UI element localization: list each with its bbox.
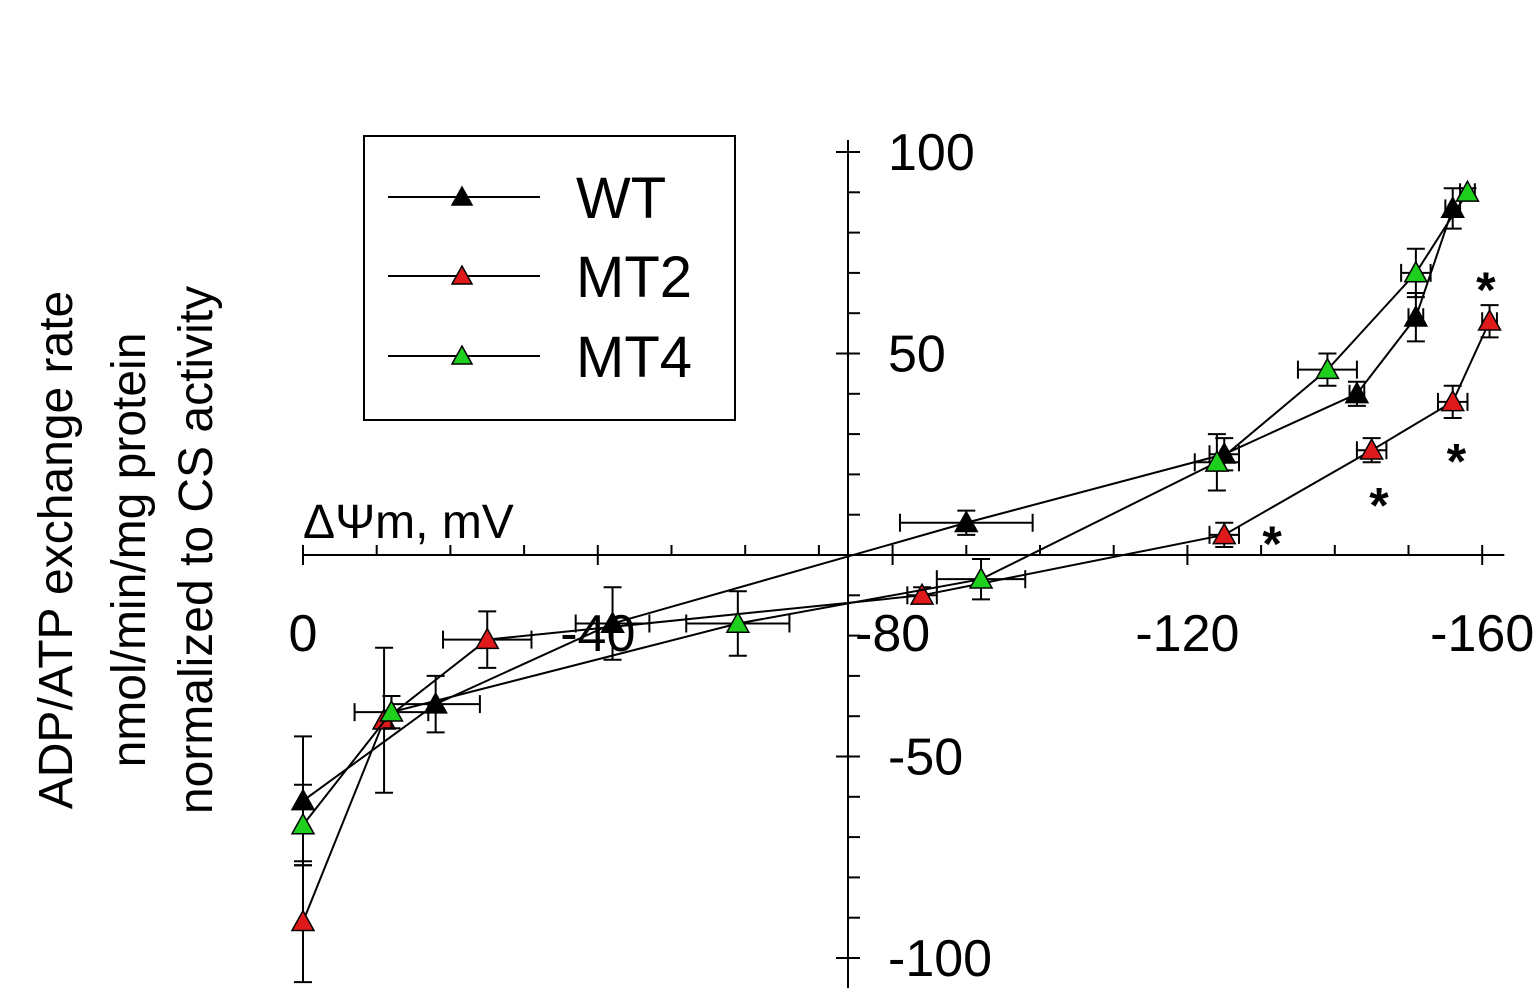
data-point: [1403, 260, 1429, 283]
series-wt: [290, 187, 1465, 867]
data-point: [1204, 449, 1230, 472]
x-tick-label: -80: [855, 605, 930, 663]
legend-marker: [450, 344, 474, 365]
data-point: [909, 582, 935, 605]
data-point: [1211, 522, 1237, 545]
data-point: [1440, 389, 1465, 412]
y-axis-label-line: ADP/ATP exchange rate: [30, 291, 83, 810]
x-tick-label: -120: [1135, 605, 1239, 663]
data-point: [725, 610, 751, 634]
y-tick-label: 100: [888, 124, 975, 182]
y-tick-label: -50: [888, 729, 963, 787]
data-point: [1477, 308, 1502, 331]
series-line: [302, 208, 1454, 802]
series-line: [302, 320, 1491, 923]
y-tick-label: -100: [888, 930, 992, 988]
x-tick-label: 0: [289, 605, 318, 663]
y-tick-label: 50: [888, 326, 946, 384]
significance-marker: *: [1447, 433, 1467, 489]
significance-marker: *: [1262, 516, 1282, 572]
data-point: [954, 510, 979, 533]
data-point: [1315, 357, 1340, 380]
significance-marker: *: [1369, 478, 1389, 534]
legend-item-mt4: MT4: [388, 325, 692, 390]
legend-item-wt: WT: [388, 166, 666, 231]
legend-label: MT4: [576, 325, 692, 390]
legend-item-mt2: MT2: [388, 245, 692, 310]
data-point: [379, 699, 404, 722]
data-point: [474, 627, 500, 650]
series-line: [302, 191, 1469, 826]
y-axis-label-line: normalized to CS activity: [170, 286, 223, 814]
legend-marker: [450, 185, 474, 206]
data-point: [1455, 179, 1480, 202]
x-tick-label: -160: [1430, 605, 1534, 663]
data-point: [968, 566, 994, 589]
legend-marker: [450, 264, 474, 285]
series-mt4: [290, 179, 1480, 867]
legend-label: WT: [576, 166, 666, 231]
legend: WT MT2 MT4: [363, 135, 736, 421]
x-axis-title: ΔΨm, mV: [303, 496, 514, 549]
y-axis-label-line: nmol/min/mg protein: [103, 333, 156, 768]
legend-box: [363, 135, 736, 421]
data-point: [1344, 381, 1370, 404]
series-layer: [290, 179, 1502, 984]
annotations: * * * *: [1262, 262, 1496, 572]
labels: 0 -40 -80 -120 -160 100 50 -50 -100 ΔΨm, mV ADP/AT…: [30, 124, 1534, 988]
legend-label: MT2: [576, 245, 692, 310]
data-point: [290, 812, 316, 835]
data-point: [1403, 304, 1429, 327]
x-tick-label: -40: [560, 605, 635, 663]
data-point: [1359, 437, 1384, 460]
significance-marker: *: [1476, 262, 1496, 318]
data-point: [290, 909, 316, 932]
